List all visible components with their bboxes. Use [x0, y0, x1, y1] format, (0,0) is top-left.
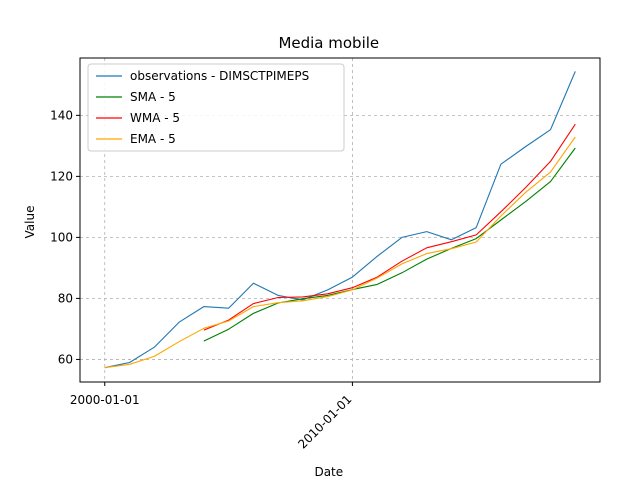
legend-label: observations - DIMSCTPIMEPS — [130, 69, 309, 83]
x-ticks: 2000-01-01 2010-01-01 — [70, 382, 355, 451]
series-line-0 — [104, 71, 576, 369]
y-tick-label: 80 — [58, 291, 73, 305]
y-tick-label: 60 — [58, 352, 73, 366]
legend-label: WMA - 5 — [130, 111, 180, 125]
plot-area-frame — [79, 57, 601, 383]
y-tick-label: 120 — [50, 169, 73, 183]
series-line-2 — [203, 123, 576, 331]
x-tick-label: 2000-01-01 — [70, 393, 140, 407]
legend-box — [87, 63, 345, 152]
series-group — [104, 71, 576, 369]
legend-label: EMA - 5 — [130, 132, 176, 146]
y-axis-label: Value — [23, 206, 37, 239]
y-ticks: 60 80 100 120 140 — [50, 108, 80, 366]
series-line-1 — [203, 147, 576, 342]
y-tick-label: 140 — [50, 108, 73, 122]
y-tick-label: 100 — [50, 230, 73, 244]
series-line-3 — [104, 136, 576, 369]
chart-title: Media mobile — [278, 34, 379, 52]
legend-label: SMA - 5 — [130, 90, 176, 104]
x-axis-label: Date — [314, 465, 343, 479]
x-tick-label: 2010-01-01 — [295, 392, 354, 451]
legend: observations - DIMSCTPIMEPS SMA - 5 WMA - … — [87, 63, 345, 152]
